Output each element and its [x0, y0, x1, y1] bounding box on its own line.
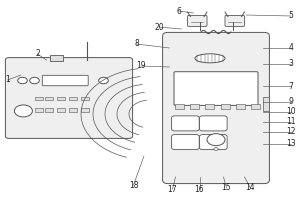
Circle shape	[99, 77, 108, 84]
Bar	[221, 104, 230, 109]
FancyBboxPatch shape	[200, 116, 227, 131]
Text: 20: 20	[154, 22, 164, 31]
FancyBboxPatch shape	[225, 15, 244, 26]
FancyBboxPatch shape	[5, 58, 133, 138]
Bar	[45, 97, 53, 100]
Bar	[190, 104, 199, 109]
Circle shape	[30, 77, 39, 84]
Bar	[251, 104, 260, 109]
Text: 4: 4	[289, 44, 293, 52]
Circle shape	[14, 105, 32, 117]
Bar	[69, 108, 77, 112]
Text: 10: 10	[286, 108, 296, 116]
Text: 7: 7	[289, 82, 293, 90]
Text: 16: 16	[195, 184, 204, 194]
Text: 2: 2	[35, 49, 40, 58]
FancyBboxPatch shape	[42, 75, 88, 86]
Text: 5: 5	[289, 11, 293, 21]
Text: 18: 18	[129, 180, 138, 190]
Circle shape	[214, 148, 218, 150]
Bar	[81, 97, 89, 100]
Text: 6: 6	[176, 6, 181, 16]
FancyBboxPatch shape	[174, 72, 258, 105]
FancyBboxPatch shape	[172, 116, 199, 131]
Bar	[81, 108, 89, 112]
Text: 11: 11	[286, 117, 296, 127]
Bar	[205, 104, 214, 109]
Bar	[69, 97, 77, 100]
Bar	[57, 97, 65, 100]
FancyBboxPatch shape	[188, 15, 207, 26]
Bar	[34, 97, 43, 100]
FancyBboxPatch shape	[200, 135, 227, 150]
Bar	[34, 108, 43, 112]
Text: 12: 12	[286, 128, 296, 136]
Circle shape	[207, 134, 225, 146]
Bar	[236, 104, 245, 109]
Bar	[57, 108, 65, 112]
Ellipse shape	[195, 54, 225, 63]
FancyBboxPatch shape	[163, 32, 269, 184]
Text: 13: 13	[286, 140, 296, 148]
Text: 3: 3	[289, 60, 293, 68]
Text: 1: 1	[5, 75, 10, 84]
Text: 9: 9	[289, 98, 293, 106]
Bar	[50, 55, 63, 61]
Bar	[45, 108, 53, 112]
Text: 15: 15	[222, 184, 231, 192]
Bar	[263, 97, 269, 111]
Text: 17: 17	[168, 184, 177, 194]
Text: 19: 19	[136, 62, 146, 71]
Bar	[175, 104, 184, 109]
FancyBboxPatch shape	[172, 135, 199, 150]
Circle shape	[18, 77, 27, 84]
Text: 14: 14	[246, 184, 255, 192]
Text: 8: 8	[134, 40, 139, 48]
